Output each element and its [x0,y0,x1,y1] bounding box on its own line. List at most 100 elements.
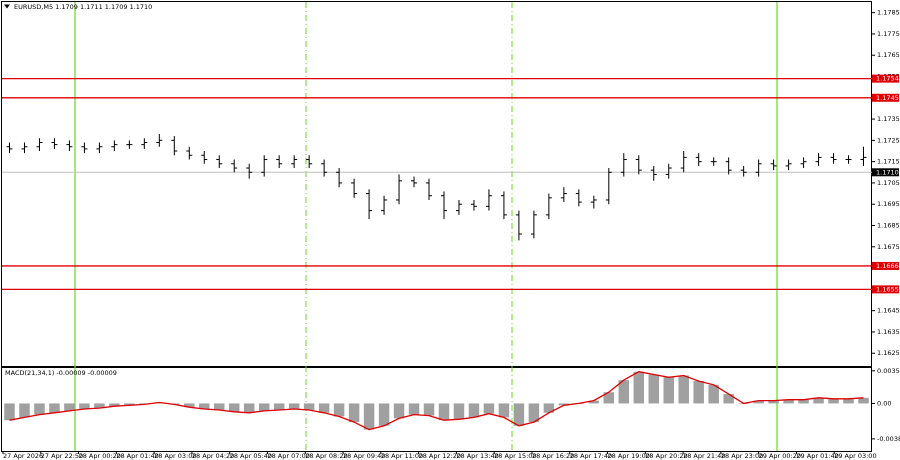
macd-bar [333,403,345,417]
macd-bar [498,403,510,418]
macd-bar [273,403,285,410]
x-tick-label: 29 Apr 03:00 [834,452,876,460]
macd-bar [94,403,105,409]
y-tick-label: 1.1635 [877,328,900,336]
macd-bar [843,398,854,404]
y-tick-label: 1.1705 [877,179,900,187]
y-tick-label: 1.1765 [877,51,900,59]
x-tick-label: 28 Apr 01:40 [116,452,158,460]
x-tick-label: 28 Apr 20:20 [645,452,687,460]
y-tick-label: 1.1645 [877,307,900,315]
macd-bar [633,371,645,404]
macd-bar [124,403,135,406]
level-box [872,261,899,270]
macd-bar [34,403,45,415]
x-tick-label: 28 Apr 19:00 [608,452,650,460]
y-tick-label: 1.1785 [877,9,900,17]
y-tick-label: -0.0038 [877,435,900,443]
chart-title: EURUSD,M5 1.1709 1.1711 1.1709 1.1710 [14,3,152,11]
y-tick-label: 1.1735 [877,115,900,123]
level-box [872,93,899,102]
level-label: 1.1655 [876,285,899,293]
y-tick-label: 1.1625 [877,349,900,357]
current-price-box [872,168,899,177]
macd-bar [513,403,525,426]
x-tick-label: 28 Apr 16:20 [532,452,574,460]
title-arrow [4,4,10,9]
x-tick-label: 27 Apr 2026 [3,452,43,460]
macd-bar [348,403,360,423]
macd-title: MACD(21,34,1) -0.00009 -0.00009 [5,369,117,377]
macd-bar [693,381,704,404]
level-label: 1.1666 [876,262,899,270]
x-tick-label: 28 Apr 17:40 [570,452,612,460]
macd-bar [723,394,734,404]
macd-bar [258,403,270,411]
x-tick-label: 29 Apr 01:40 [796,452,838,460]
x-tick-label: 27 Apr 22:50 [41,452,83,460]
macd-bar [423,403,435,416]
y-tick-label: 1.1695 [877,200,900,208]
macd-bar [228,403,240,412]
macd-bar [753,400,764,404]
macd-bar [813,397,824,404]
macd-bar [303,403,315,410]
x-tick-label: 28 Apr 00:20 [79,452,121,460]
y-tick-label: 1.1725 [877,136,900,144]
y-tick-label: 0.0035 [877,367,900,375]
x-tick-label: 28 Apr 23:00 [721,452,763,460]
y-tick-label: 1.1715 [877,158,900,166]
macd-bar [543,403,555,413]
level-box [872,285,899,294]
macd-bar [363,403,375,430]
macd-bar [49,403,60,413]
macd-bar [558,403,570,406]
level-label: 1.1745 [876,94,899,102]
macd-bar [214,403,225,410]
current-price-label: 1.1710 [876,168,899,176]
macd-bar [184,403,195,408]
x-tick-label: 28 Apr 12:20 [419,452,461,460]
y-tick-label: 0.00 [877,399,891,407]
y-tick-label: 1.1675 [877,243,900,251]
x-tick-label: 28 Apr 21:40 [683,452,725,460]
macd-bar [588,400,600,404]
macd-bar [288,403,300,410]
x-tick-label: 28 Apr 03:00 [154,452,196,460]
macd-bar [768,400,779,404]
x-tick-label: 28 Apr 15:00 [494,452,536,460]
y-tick-label: 1.1685 [877,222,900,230]
macd-bar [378,403,390,426]
level-box [872,74,899,83]
macd-bar [19,403,30,418]
macd-bar [64,403,75,411]
x-tick-label: 29 Apr 00:20 [759,452,801,460]
macd-bar [798,399,809,404]
macd-bar [243,403,255,413]
macd-bar [828,398,839,404]
macd-bar [603,392,615,404]
macd-bar [438,403,450,421]
macd-bar [858,397,869,404]
x-tick-label: 28 Apr 08:20 [305,452,347,460]
macd-bar [483,403,495,414]
macd-bar [618,380,630,404]
macd-bar [468,403,480,418]
macd-frame [1,367,872,452]
macd-bar [79,403,90,410]
x-tick-label: 28 Apr 11:00 [381,452,423,460]
x-tick-label: 28 Apr 13:40 [456,452,498,460]
macd-line [9,371,864,431]
macd-bar [109,403,120,407]
macd-bar [408,403,420,415]
x-tick-label: 28 Apr 05:40 [230,452,272,460]
x-tick-label: 28 Apr 09:40 [343,452,385,460]
macd-bar [708,384,719,404]
main-frame [1,1,872,367]
macd-bar [393,403,405,419]
macd-bar [663,377,674,404]
macd-bar [783,399,794,404]
macd-bar [678,375,689,404]
